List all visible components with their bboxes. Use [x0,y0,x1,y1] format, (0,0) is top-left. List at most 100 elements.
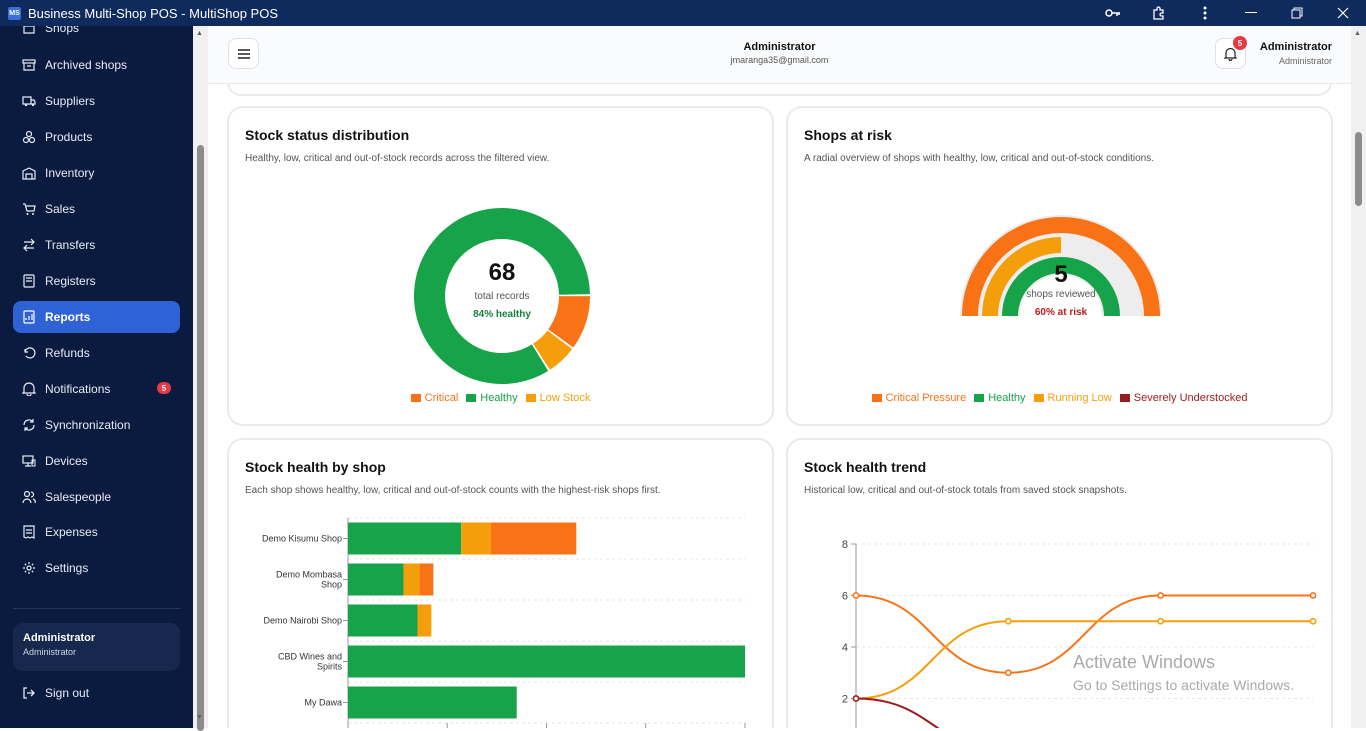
legend-label: Healthy [480,392,518,404]
extensions-icon[interactable] [1136,0,1182,26]
radial-ring-critical-pressure[interactable] [962,217,1160,316]
sidebar-item-sales[interactable]: Sales [13,193,180,225]
top-header: Administrator jmaranga35@gmail.com 5 Adm… [208,26,1351,84]
sidebar-item-expenses[interactable]: Expenses [13,516,180,548]
header-user-info: Administrator jmaranga35@gmail.com [208,41,1351,65]
header-account[interactable]: Administrator Administrator [1260,41,1332,66]
sidebar-item-shops[interactable]: Shops [13,26,180,44]
sidebar-item-label: Sales [45,202,76,216]
scroll-up-icon[interactable]: ▲ [1354,30,1361,37]
sidebar-item-devices[interactable]: Devices [13,445,180,477]
health-by-shop-card: Stock health by shop Each shop shows hea… [227,438,774,728]
app-logo-icon: MS [8,6,21,20]
legend-item[interactable]: Critical [410,392,458,404]
donut-slice-healthy[interactable] [414,208,590,384]
bar-low[interactable] [417,604,432,637]
previous-card-edge [227,76,1332,96]
warehouse-icon [22,166,36,180]
legend-item[interactable]: Healthy [974,392,1026,404]
legend-item[interactable]: Severely Understocked [1119,392,1247,404]
more-options-icon[interactable] [1182,0,1228,26]
line-point[interactable] [1004,669,1012,677]
sidebar-scrollbar[interactable]: ▲ ▼ [193,26,208,731]
line-series-critical[interactable] [855,594,1313,674]
sidebar-scroll-thumb[interactable] [197,145,204,731]
bar-category-label: Demo Kisumu Shop [262,534,342,544]
card-subtitle: Each shop shows healthy, low, critical a… [245,485,661,496]
line-point[interactable] [1309,592,1317,599]
legend-swatch [410,394,421,402]
legend-label: Critical Pressure [885,392,967,404]
card-subtitle: Historical low, critical and out-of-stoc… [804,485,1127,496]
bar-category-label: Shop [321,580,342,590]
bar-healthy[interactable] [348,686,517,719]
sidebar-item-refunds[interactable]: Refunds [13,337,180,369]
scroll-down-icon[interactable]: ▼ [196,714,203,721]
boxes-icon [22,130,36,144]
bar-category-label: Spirits [317,662,343,672]
sidebar-item-archived-shops[interactable]: Archived shops [13,49,180,81]
main-scroll-thumb[interactable] [1355,132,1362,206]
sidebar-item-salespeople[interactable]: Salespeople [13,481,180,513]
truck-icon [22,94,36,108]
bar-critical[interactable] [419,563,434,596]
sidebar-item-synchronization[interactable]: Synchronization [13,409,180,441]
legend-item[interactable]: Low Stock [525,392,590,404]
line-point[interactable] [1004,617,1012,625]
header-account-role: Administrator [1278,56,1332,66]
radial-ring-healthy[interactable] [1002,257,1120,316]
sidebar-item-label: Reports [45,310,91,324]
bar-healthy[interactable] [348,563,404,596]
line-point[interactable] [1157,592,1165,599]
scroll-up-icon[interactable]: ▲ [196,30,203,37]
close-icon[interactable] [1320,0,1366,26]
donut-center: 68 total records 84% healthy [452,259,552,320]
health-trend-line-chart: 02468 [842,539,1317,729]
main-scrollbar[interactable]: ▲ [1351,26,1366,728]
bar-low[interactable] [403,563,420,596]
sync-icon [22,418,36,432]
sidebar-item-notifications[interactable]: Notifications 5 [13,373,180,405]
legend-swatch [871,394,882,402]
sidebar-item-inventory[interactable]: Inventory [13,157,180,189]
bar-low[interactable] [461,522,491,555]
restore-icon[interactable] [1274,0,1320,26]
line-series-out-of-stock[interactable] [855,697,1313,729]
sidebar-item-products[interactable]: Products [13,121,180,153]
sidebar-user-role: Administrator [23,647,77,657]
bar-category-label: Demo Nairobi Shop [263,616,342,626]
sidebar-item-suppliers[interactable]: Suppliers [13,85,180,117]
card-title: Stock health trend [804,459,927,475]
legend-item[interactable]: Critical Pressure [871,392,967,404]
sidebar-item-reports[interactable]: Reports [13,301,180,333]
line-point[interactable] [1157,617,1165,625]
notifications-count-badge: 5 [157,382,171,394]
donut-slice-critical[interactable] [548,296,590,348]
radial-ring-running-low[interactable] [982,237,1061,316]
minimize-icon[interactable] [1228,0,1274,26]
bar-critical[interactable] [490,522,577,555]
card-title: Stock health by shop [245,459,386,475]
donut-slice-low-stock[interactable] [533,330,573,370]
legend-item[interactable]: Healthy [466,392,518,404]
line-point[interactable] [852,695,860,702]
menu-toggle-button[interactable] [228,38,259,69]
bar-healthy[interactable] [348,604,418,637]
sidebar-item-transfers[interactable]: Transfers [13,229,180,261]
line-point[interactable] [1309,617,1317,625]
sidebar-item-registers[interactable]: Registers [13,265,180,297]
sidebar-user-card[interactable]: Administrator Administrator [13,623,180,671]
sign-out-button[interactable]: Sign out [13,678,89,708]
legend-item[interactable]: Running Low [1033,392,1112,404]
sidebar-item-label: Shops [45,26,80,35]
bar-healthy[interactable] [348,522,462,555]
key-icon[interactable] [1090,0,1136,26]
line-point[interactable] [852,592,860,599]
bar-healthy[interactable] [348,645,745,678]
main-content: Administrator jmaranga35@gmail.com 5 Adm… [208,26,1351,728]
sidebar-item-settings[interactable]: Settings [13,552,180,584]
legend-label: Healthy [988,392,1026,404]
line-series-low[interactable] [855,620,1313,700]
line-y-tick-label: 2 [842,694,848,706]
